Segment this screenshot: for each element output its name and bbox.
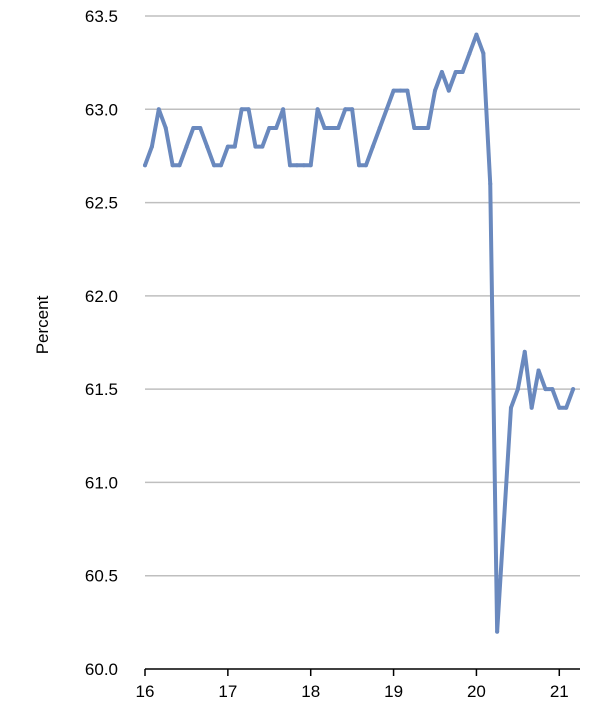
data-point xyxy=(149,144,154,149)
data-point xyxy=(170,163,175,168)
data-point xyxy=(488,181,493,186)
data-point xyxy=(184,144,189,149)
x-axis-ticks: 16 17 18 19 20 21 xyxy=(136,669,569,701)
y-tick-label: 63.5 xyxy=(85,7,118,26)
data-point xyxy=(543,387,548,392)
data-point xyxy=(246,107,251,112)
data-point xyxy=(522,349,527,354)
gridlines xyxy=(145,15,580,577)
data-point xyxy=(391,88,396,93)
data-point xyxy=(267,125,272,130)
data-point xyxy=(205,144,210,149)
data-point xyxy=(405,88,410,93)
data-point xyxy=(460,69,465,74)
data-point xyxy=(571,387,576,392)
data-point xyxy=(329,125,334,130)
data-point xyxy=(384,107,389,112)
data-point xyxy=(446,88,451,93)
y-tick-label: 63.0 xyxy=(85,100,118,119)
data-point xyxy=(363,163,368,168)
data-point xyxy=(315,107,320,112)
data-point xyxy=(426,125,431,130)
data-point xyxy=(377,125,382,130)
data-point xyxy=(239,107,244,112)
data-point xyxy=(502,517,507,522)
data-point xyxy=(336,125,341,130)
data-point xyxy=(467,51,472,56)
data-point xyxy=(212,163,217,168)
data-point xyxy=(453,69,458,74)
data-point xyxy=(322,125,327,130)
data-point xyxy=(191,125,196,130)
y-tick-label: 62.0 xyxy=(85,287,118,306)
data-point xyxy=(281,107,286,112)
data-point xyxy=(529,405,534,410)
data-point xyxy=(143,163,147,168)
data-point xyxy=(350,107,355,112)
data-point xyxy=(260,144,265,149)
y-tick-label: 61.0 xyxy=(85,473,118,492)
x-tick-label: 20 xyxy=(467,682,486,701)
data-point xyxy=(177,163,182,168)
y-tick-label: 62.5 xyxy=(85,194,118,213)
data-point xyxy=(288,163,292,168)
data-point xyxy=(232,144,237,149)
data-point xyxy=(481,51,486,56)
y-tick-label: 61.5 xyxy=(85,380,118,399)
data-point xyxy=(308,163,313,168)
data-point xyxy=(198,125,203,130)
data-point xyxy=(274,125,279,130)
data-point xyxy=(419,125,424,130)
x-tick-label: 17 xyxy=(218,682,237,701)
y-tick-label: 60.0 xyxy=(85,660,118,679)
data-point xyxy=(301,163,306,168)
data-point xyxy=(253,144,258,149)
data-point xyxy=(218,163,223,168)
data-point xyxy=(225,144,230,149)
data-point xyxy=(536,368,541,373)
data-point xyxy=(370,144,375,149)
x-tick-label: 18 xyxy=(301,682,320,701)
data-point xyxy=(495,629,500,634)
data-point xyxy=(412,125,417,130)
y-axis-ticks: 60.0 60.5 61.0 61.5 62.0 62.5 63.0 63.5 xyxy=(85,7,118,679)
data-point xyxy=(474,32,479,37)
data-point xyxy=(508,405,513,410)
data-points xyxy=(143,32,576,634)
data-point xyxy=(357,163,362,168)
data-point xyxy=(163,125,168,130)
data-point xyxy=(564,405,569,410)
x-tick-label: 19 xyxy=(384,682,403,701)
data-point xyxy=(439,69,444,74)
data-point xyxy=(156,107,161,112)
data-point xyxy=(343,107,348,112)
data-point xyxy=(398,88,403,93)
data-point xyxy=(557,405,562,410)
x-tick-label: 16 xyxy=(136,682,155,701)
y-tick-label: 60.5 xyxy=(85,567,118,586)
data-point xyxy=(433,88,437,93)
data-point xyxy=(294,163,299,168)
x-tick-label: 21 xyxy=(550,682,569,701)
data-point xyxy=(550,387,555,392)
data-point xyxy=(515,387,520,392)
series-line xyxy=(143,32,576,634)
y-axis-title: Percent xyxy=(33,295,52,354)
